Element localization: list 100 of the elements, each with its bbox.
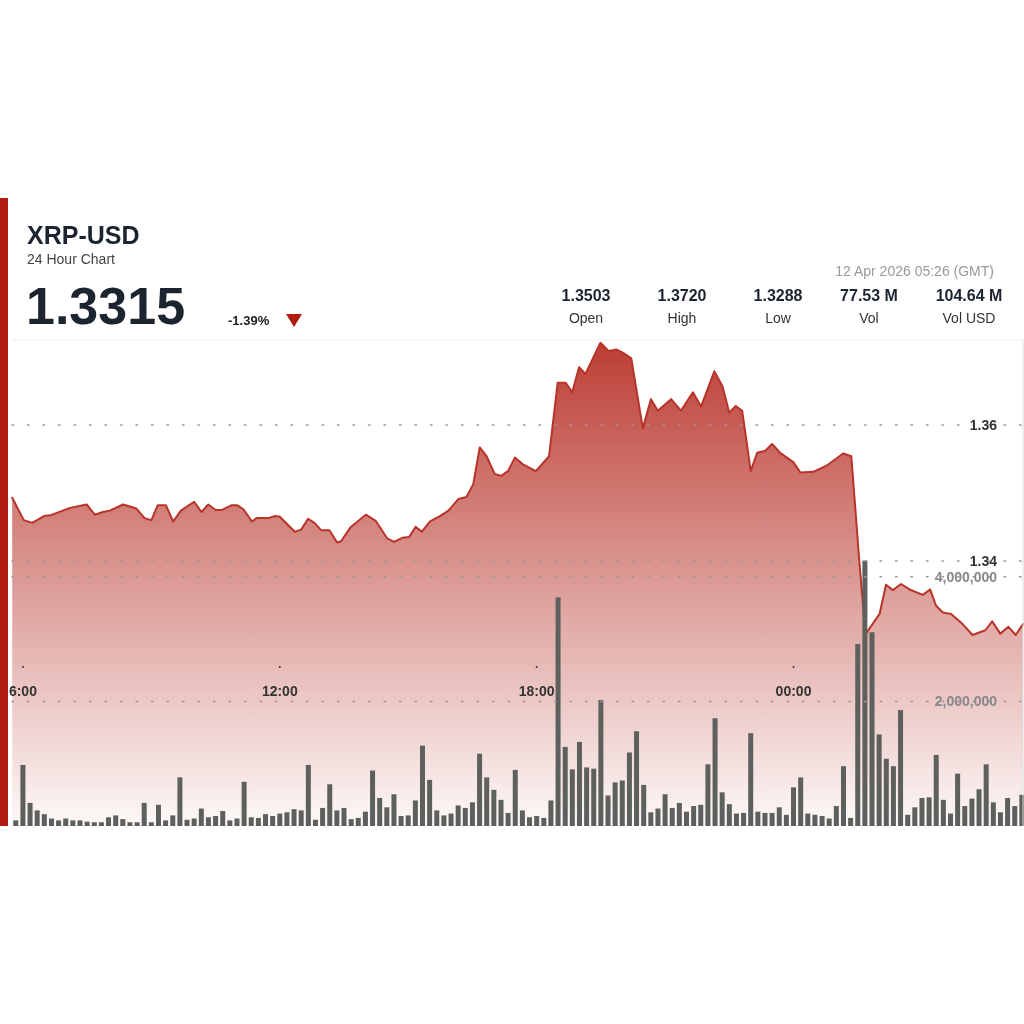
text: 1.3288	[753, 287, 803, 304]
bar	[948, 813, 954, 826]
bar	[191, 818, 197, 826]
bar	[769, 812, 775, 826]
bar	[791, 787, 797, 826]
bar	[676, 802, 682, 826]
text: 1.3720	[657, 287, 707, 304]
bar	[298, 810, 304, 826]
bar	[355, 817, 361, 826]
bar	[370, 770, 376, 826]
text: Open	[568, 310, 604, 326]
bar	[98, 822, 104, 826]
bar	[726, 804, 732, 826]
bar	[512, 769, 518, 826]
bar	[156, 804, 161, 826]
x-tick-label: 12:00	[261, 683, 298, 699]
bar	[434, 810, 440, 826]
bar	[669, 807, 675, 826]
bar	[534, 816, 540, 826]
text: 104.64 M	[935, 287, 1003, 304]
bar	[776, 807, 782, 826]
bar	[270, 816, 276, 826]
bar	[220, 811, 226, 826]
bar	[177, 777, 183, 826]
bar	[263, 814, 269, 826]
bar	[869, 632, 875, 826]
bar	[634, 731, 640, 826]
bar	[605, 795, 611, 826]
text: Vol	[859, 310, 879, 326]
bar	[519, 810, 525, 826]
bar	[648, 812, 654, 826]
text: Vol USD	[942, 310, 996, 326]
chart-subtitle: 24 Hour Chart	[27, 251, 116, 267]
y2-tick-label: 2,000,000	[934, 693, 998, 710]
bar	[569, 769, 575, 826]
y-tick-label: 1.34	[969, 552, 998, 569]
bar	[962, 806, 968, 826]
bar	[248, 817, 254, 826]
bar	[234, 818, 240, 826]
bar	[398, 816, 404, 826]
bar	[498, 799, 504, 826]
bar	[812, 814, 818, 826]
bar	[848, 817, 854, 826]
bar	[255, 817, 261, 826]
bar	[748, 733, 754, 826]
bar	[662, 794, 668, 826]
bar	[70, 820, 76, 826]
text: Low	[765, 310, 792, 326]
bar	[969, 798, 975, 826]
bar	[527, 817, 533, 826]
bar	[13, 820, 19, 826]
bar	[284, 812, 290, 826]
bar	[484, 777, 490, 826]
bar	[34, 810, 40, 826]
bar	[876, 734, 882, 826]
bar	[626, 752, 632, 826]
bar	[591, 768, 597, 826]
bar	[983, 764, 989, 826]
x-tick-label: 18:00	[518, 683, 555, 699]
bar	[555, 597, 561, 826]
bar	[940, 799, 946, 826]
bar	[798, 777, 804, 826]
bar	[576, 741, 582, 826]
x-tick-label: 6:00	[8, 683, 38, 699]
bar	[1012, 806, 1018, 826]
chart-title: XRP-USD	[27, 221, 140, 249]
y2-tick-label: 4,000,000	[934, 568, 998, 585]
bar	[491, 789, 497, 826]
bar	[462, 807, 468, 826]
bar	[898, 710, 904, 826]
bar	[562, 746, 568, 826]
bar	[277, 813, 283, 826]
bar	[141, 802, 147, 826]
bar	[63, 818, 69, 826]
bar	[584, 767, 590, 826]
bar	[890, 766, 896, 826]
bar	[134, 822, 140, 826]
bar	[405, 815, 411, 826]
bar	[862, 560, 868, 826]
bar	[241, 781, 247, 826]
bar	[127, 822, 133, 826]
bar	[548, 800, 554, 826]
bar	[170, 815, 176, 826]
bar	[48, 818, 54, 826]
bar	[327, 784, 333, 826]
bar	[933, 754, 939, 826]
bar	[655, 808, 661, 826]
bar	[341, 807, 347, 826]
bar	[705, 764, 711, 826]
bar	[997, 812, 1003, 826]
bar	[477, 753, 483, 826]
bar	[691, 806, 697, 826]
bar	[291, 809, 297, 826]
text: High	[667, 310, 697, 326]
text: 1.3503	[561, 287, 611, 304]
bar	[641, 784, 647, 826]
bar	[27, 802, 33, 826]
bar	[719, 792, 725, 826]
bar	[41, 814, 47, 826]
bar	[840, 766, 846, 826]
